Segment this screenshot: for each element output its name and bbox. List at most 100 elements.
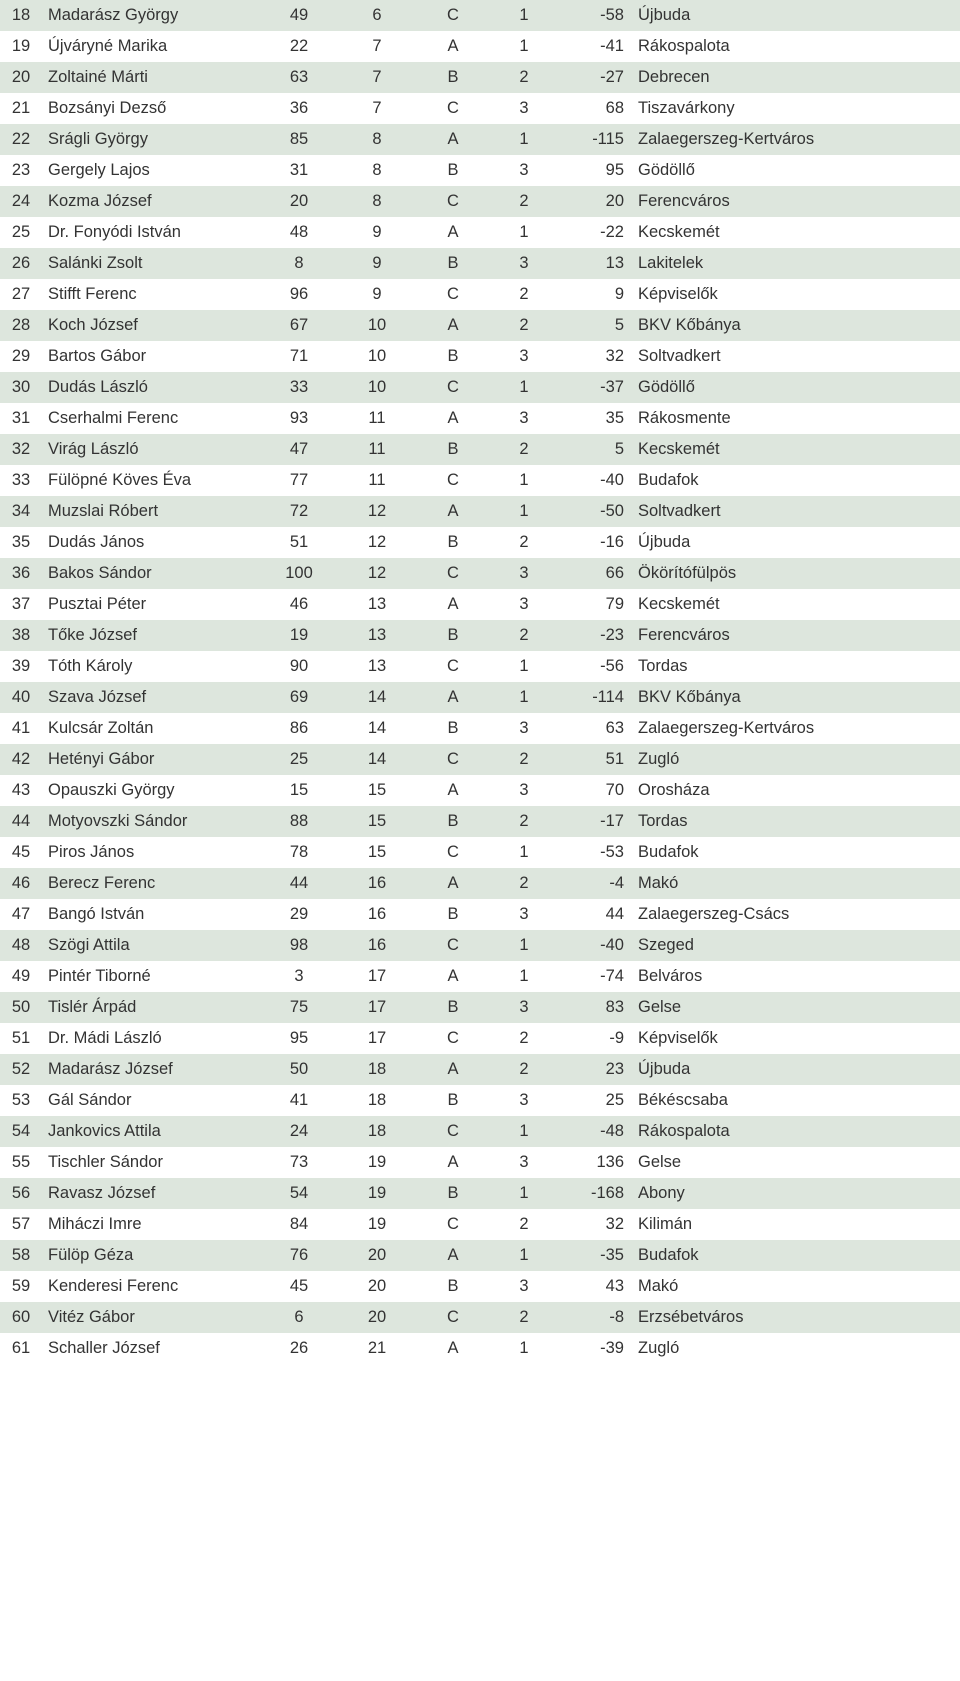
cell-col5: C: [418, 1023, 488, 1054]
cell-col5: B: [418, 1085, 488, 1116]
cell-col7: 32: [560, 1209, 632, 1240]
cell-col3: 26: [262, 1333, 336, 1364]
cell-col3: 20: [262, 186, 336, 217]
cell-city: Újbuda: [632, 527, 960, 558]
cell-name: Cserhalmi Ferenc: [42, 403, 262, 434]
cell-col7: 9: [560, 279, 632, 310]
cell-col4: 18: [336, 1116, 418, 1147]
cell-col5: A: [418, 217, 488, 248]
cell-col7: 43: [560, 1271, 632, 1302]
table-row: 52Madarász József5018A223Újbuda: [0, 1054, 960, 1085]
table-row: 49Pintér Tiborné317A1-74Belváros: [0, 961, 960, 992]
cell-col4: 18: [336, 1085, 418, 1116]
cell-city: BKV Kőbánya: [632, 310, 960, 341]
cell-rank: 54: [0, 1116, 42, 1147]
cell-col4: 17: [336, 992, 418, 1023]
table-row: 46Berecz Ferenc4416A2-4Makó: [0, 868, 960, 899]
cell-city: Rákospalota: [632, 1116, 960, 1147]
cell-col5: B: [418, 155, 488, 186]
table-row: 38Tőke József1913B2-23Ferencváros: [0, 620, 960, 651]
table-row: 54Jankovics Attila2418C1-48Rákospalota: [0, 1116, 960, 1147]
cell-col4: 20: [336, 1271, 418, 1302]
cell-col7: -17: [560, 806, 632, 837]
cell-city: Budafok: [632, 1240, 960, 1271]
cell-col6: 1: [488, 1333, 560, 1364]
table-row: 58Fülöp Géza7620A1-35Budafok: [0, 1240, 960, 1271]
cell-col5: C: [418, 93, 488, 124]
cell-col3: 24: [262, 1116, 336, 1147]
cell-name: Opauszki György: [42, 775, 262, 806]
table-row: 55Tischler Sándor7319A3136Gelse: [0, 1147, 960, 1178]
cell-name: Tischler Sándor: [42, 1147, 262, 1178]
cell-col4: 16: [336, 868, 418, 899]
cell-col6: 1: [488, 651, 560, 682]
cell-col4: 10: [336, 341, 418, 372]
table-row: 30Dudás László3310C1-37Gödöllő: [0, 372, 960, 403]
cell-col6: 3: [488, 155, 560, 186]
cell-rank: 22: [0, 124, 42, 155]
cell-name: Kozma József: [42, 186, 262, 217]
table-row: 33Fülöpné Köves Éva7711C1-40Budafok: [0, 465, 960, 496]
cell-col6: 1: [488, 961, 560, 992]
cell-col7: 32: [560, 341, 632, 372]
cell-col5: B: [418, 1271, 488, 1302]
cell-rank: 46: [0, 868, 42, 899]
cell-col7: 35: [560, 403, 632, 434]
cell-col5: B: [418, 434, 488, 465]
cell-name: Hetényi Gábor: [42, 744, 262, 775]
cell-city: Abony: [632, 1178, 960, 1209]
cell-col6: 3: [488, 93, 560, 124]
table-row: 39Tóth Károly9013C1-56Tordas: [0, 651, 960, 682]
cell-col7: -22: [560, 217, 632, 248]
table-row: 43Opauszki György1515A370Orosháza: [0, 775, 960, 806]
cell-col7: 25: [560, 1085, 632, 1116]
cell-col4: 11: [336, 434, 418, 465]
cell-col5: A: [418, 868, 488, 899]
cell-rank: 39: [0, 651, 42, 682]
cell-col4: 9: [336, 248, 418, 279]
cell-name: Kulcsár Zoltán: [42, 713, 262, 744]
cell-city: Újbuda: [632, 0, 960, 31]
cell-col7: -41: [560, 31, 632, 62]
cell-name: Pusztai Péter: [42, 589, 262, 620]
cell-col3: 50: [262, 1054, 336, 1085]
cell-col7: -40: [560, 930, 632, 961]
cell-rank: 30: [0, 372, 42, 403]
cell-col3: 48: [262, 217, 336, 248]
cell-rank: 52: [0, 1054, 42, 1085]
cell-col5: A: [418, 961, 488, 992]
cell-col5: B: [418, 992, 488, 1023]
cell-name: Fülöp Géza: [42, 1240, 262, 1271]
cell-col4: 12: [336, 496, 418, 527]
cell-name: Ravasz József: [42, 1178, 262, 1209]
cell-col5: A: [418, 1333, 488, 1364]
cell-col6: 1: [488, 0, 560, 31]
cell-city: Lakitelek: [632, 248, 960, 279]
cell-col6: 3: [488, 775, 560, 806]
cell-col7: -8: [560, 1302, 632, 1333]
cell-col3: 69: [262, 682, 336, 713]
cell-col4: 13: [336, 651, 418, 682]
table-row: 34Muzslai Róbert7212A1-50Soltvadkert: [0, 496, 960, 527]
cell-name: Stifft Ferenc: [42, 279, 262, 310]
cell-col5: A: [418, 496, 488, 527]
cell-name: Gál Sándor: [42, 1085, 262, 1116]
cell-rank: 59: [0, 1271, 42, 1302]
cell-col4: 20: [336, 1302, 418, 1333]
cell-col3: 3: [262, 961, 336, 992]
cell-col5: C: [418, 279, 488, 310]
cell-city: Zugló: [632, 1333, 960, 1364]
cell-name: Miháczi Imre: [42, 1209, 262, 1240]
table-row: 19Újváryné Marika227A1-41Rákospalota: [0, 31, 960, 62]
cell-col3: 63: [262, 62, 336, 93]
cell-col3: 54: [262, 1178, 336, 1209]
cell-col7: 136: [560, 1147, 632, 1178]
cell-city: Zalaegerszeg-Kertváros: [632, 713, 960, 744]
cell-col3: 77: [262, 465, 336, 496]
cell-col6: 3: [488, 1085, 560, 1116]
cell-city: Gödöllő: [632, 155, 960, 186]
results-table: 18Madarász György496C1-58Újbuda19Újváryn…: [0, 0, 960, 1364]
cell-rank: 21: [0, 93, 42, 124]
cell-col4: 8: [336, 186, 418, 217]
cell-city: Ökörítófülpös: [632, 558, 960, 589]
